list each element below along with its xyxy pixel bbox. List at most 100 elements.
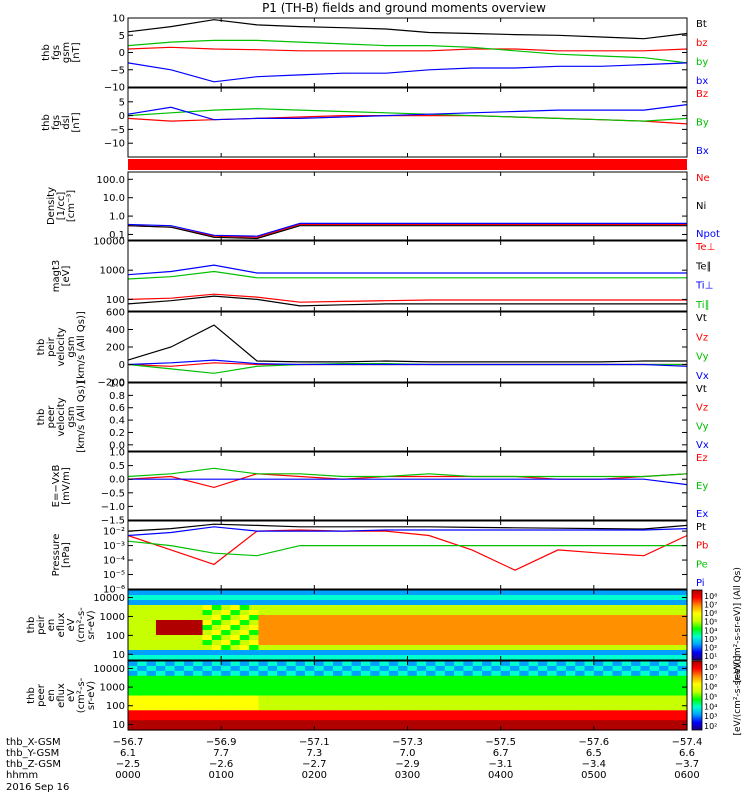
spectrogram-cell	[342, 615, 353, 621]
spectrogram-cell	[603, 640, 614, 646]
spectrogram-cell	[351, 661, 362, 667]
spectrogram-cell	[547, 645, 558, 651]
spectrogram-cell	[211, 610, 222, 616]
spectrogram-cell	[565, 680, 576, 687]
plot-title: P1 (TH-B) fields and ground moments over…	[262, 1, 546, 15]
spectrogram-cell	[258, 720, 269, 726]
spectrogram-cell	[267, 695, 278, 702]
spectrogram-cell	[351, 645, 362, 651]
spectrogram-cell	[239, 675, 250, 682]
spectrogram-cell	[454, 725, 464, 731]
spectrogram-cell	[305, 690, 315, 697]
spectrogram-cell	[491, 690, 502, 697]
spectrogram-cell	[621, 695, 632, 702]
series-temperature-1	[127, 295, 687, 307]
spectrogram-cell	[565, 720, 576, 726]
spectrogram-cell	[491, 700, 502, 706]
spectrogram-cell	[398, 665, 409, 672]
series-fgs_dsl-1	[127, 108, 688, 122]
spectrogram-cell	[500, 620, 511, 626]
spectrogram-cell	[360, 610, 371, 616]
spectrogram-cell	[659, 661, 669, 667]
spectrogram-cell	[146, 635, 157, 641]
spectrogram-cell	[323, 590, 334, 596]
spectrogram-cell	[528, 661, 539, 667]
spectrogram-cell	[500, 695, 511, 702]
spectrogram-cell	[342, 695, 353, 702]
y-tick-label: 10	[112, 650, 125, 661]
spectrogram-cell	[174, 635, 185, 641]
spectrogram-cell	[295, 620, 306, 626]
colorbar	[691, 589, 703, 661]
legend-label: Ti∥	[695, 300, 710, 311]
spectrogram-cell	[631, 630, 642, 636]
spectrogram-cell	[258, 680, 269, 687]
spectrogram-cell	[500, 630, 511, 636]
spectrogram-cell	[659, 630, 669, 636]
spectrogram-cell	[351, 670, 362, 677]
spectrogram-cell	[165, 595, 176, 601]
spectrogram-cell	[239, 670, 250, 677]
spectrogram-cell	[407, 661, 418, 667]
spectrogram-cell	[640, 675, 651, 682]
spectrogram-cell	[174, 600, 185, 606]
spectrogram-cell	[277, 700, 287, 706]
spectrogram-cell	[631, 665, 642, 672]
spectrogram-cell	[537, 645, 548, 651]
spectrogram-cell	[491, 715, 502, 721]
spectrogram-cell	[612, 661, 623, 667]
spectrogram-cell	[649, 715, 660, 721]
spectrogram-cell	[221, 655, 232, 661]
spectrogram-cell	[305, 665, 315, 672]
spectrogram-cell	[426, 661, 437, 667]
legend-label: Pe	[696, 559, 708, 570]
spectrogram-cell	[556, 720, 567, 726]
spectrogram-cell	[454, 655, 464, 661]
spectrogram-cell	[631, 625, 642, 631]
spectrogram-cell	[286, 650, 297, 656]
spectrogram-cell	[165, 600, 176, 606]
spectrogram-cell	[379, 680, 390, 687]
spectrogram-cell	[379, 710, 390, 716]
spectrogram-cell	[444, 670, 455, 677]
spectrogram-cell	[370, 710, 381, 716]
spectrogram-cell	[277, 695, 287, 702]
spectrogram-cell	[621, 725, 632, 731]
spectrogram-cell	[258, 661, 269, 667]
spectrogram-cell	[239, 655, 250, 661]
spectrogram-cell	[482, 715, 492, 721]
spectrogram-cell	[593, 645, 604, 651]
spectrogram-cell	[444, 600, 455, 606]
spectrogram-cell	[519, 615, 530, 621]
spectrogram-cell	[249, 710, 260, 716]
spectrogram-cell	[202, 720, 213, 726]
y-tick-label: −0.5	[101, 488, 125, 499]
series-peir_velocity-3	[127, 359, 688, 367]
spectrogram-cell	[193, 625, 204, 631]
spectrogram-cell	[286, 615, 297, 621]
spectrogram-cell	[612, 715, 623, 721]
spectrogram-cell	[342, 645, 353, 651]
spectrogram-cell	[547, 605, 558, 611]
spectrogram-cell	[398, 650, 409, 656]
y-axis-label: [cm⁻³]	[66, 190, 77, 222]
spectrogram-cell	[482, 605, 492, 611]
spectrogram-cell	[509, 715, 520, 721]
spectrogram-cell	[640, 640, 651, 646]
colorbar-tick-label: 10¹	[704, 652, 717, 661]
spectrogram-cell	[379, 605, 390, 611]
spectrogram-cell	[668, 675, 679, 682]
spectrogram-cell	[528, 690, 539, 697]
spectrogram-cell	[342, 590, 353, 596]
spectrogram-cell	[174, 595, 185, 601]
spectrogram-cell	[314, 725, 325, 731]
spectrogram-cell	[295, 600, 306, 606]
spectrogram-cell	[500, 650, 511, 656]
spectrogram-cell	[407, 670, 418, 677]
spectrogram-cell	[155, 695, 166, 702]
spectrogram-cell	[659, 615, 669, 621]
spectrogram-cell	[165, 705, 176, 711]
spectrogram-cell	[482, 690, 492, 697]
spectrogram-cell	[575, 605, 586, 611]
